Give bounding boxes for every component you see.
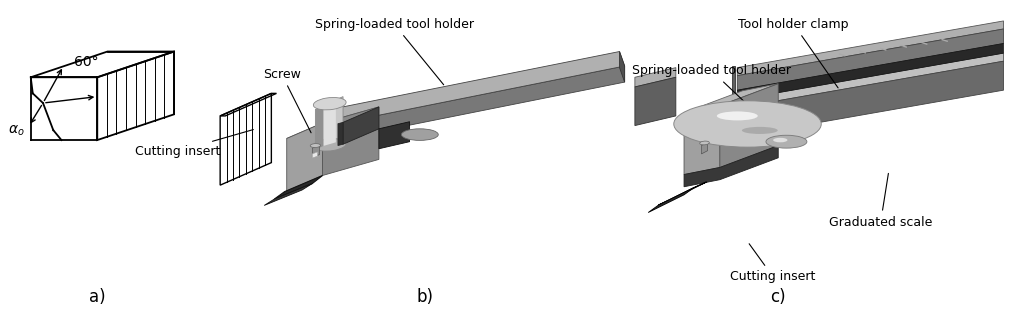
Polygon shape	[312, 152, 317, 158]
Polygon shape	[737, 43, 1004, 100]
Polygon shape	[379, 122, 410, 149]
Text: Cutting insert: Cutting insert	[730, 244, 816, 283]
Text: Spring-loaded tool holder: Spring-loaded tool holder	[314, 18, 474, 85]
Text: c): c)	[770, 288, 786, 306]
Polygon shape	[737, 53, 1004, 108]
Polygon shape	[336, 108, 343, 138]
Polygon shape	[635, 77, 676, 126]
Polygon shape	[315, 106, 324, 150]
Text: b): b)	[417, 288, 433, 306]
Polygon shape	[737, 21, 1004, 76]
Polygon shape	[274, 175, 323, 199]
Polygon shape	[312, 145, 319, 158]
Polygon shape	[620, 52, 625, 82]
Circle shape	[766, 135, 807, 148]
Polygon shape	[315, 97, 343, 150]
Polygon shape	[684, 106, 720, 175]
Ellipse shape	[310, 144, 321, 147]
Polygon shape	[343, 107, 379, 144]
Polygon shape	[737, 29, 1004, 90]
Polygon shape	[658, 182, 707, 205]
Polygon shape	[324, 101, 336, 146]
Ellipse shape	[313, 98, 346, 110]
Text: $\alpha_o$: $\alpha_o$	[8, 123, 25, 137]
Polygon shape	[635, 68, 676, 87]
Text: Cutting insert: Cutting insert	[135, 129, 253, 158]
Polygon shape	[343, 66, 625, 138]
Polygon shape	[701, 142, 708, 154]
Circle shape	[773, 138, 787, 142]
Polygon shape	[684, 84, 778, 113]
Text: Tool holder clamp: Tool holder clamp	[738, 18, 849, 88]
Ellipse shape	[699, 141, 710, 145]
Polygon shape	[338, 122, 343, 146]
Polygon shape	[338, 52, 625, 122]
Ellipse shape	[741, 127, 778, 134]
Text: Spring-loaded tool holder: Spring-loaded tool holder	[632, 64, 792, 117]
Text: a): a)	[89, 288, 105, 306]
Polygon shape	[323, 107, 379, 175]
Text: 60°: 60°	[74, 55, 98, 69]
Polygon shape	[287, 107, 379, 138]
Polygon shape	[287, 123, 323, 191]
Polygon shape	[720, 84, 778, 167]
Ellipse shape	[717, 111, 758, 120]
Polygon shape	[737, 61, 1004, 137]
Text: Graduated scale: Graduated scale	[829, 174, 932, 229]
Polygon shape	[684, 146, 778, 187]
Circle shape	[401, 129, 438, 140]
Polygon shape	[264, 184, 312, 205]
Text: Screw: Screw	[263, 68, 311, 133]
Polygon shape	[648, 187, 694, 213]
Ellipse shape	[313, 139, 346, 151]
Polygon shape	[732, 66, 735, 137]
Circle shape	[674, 101, 821, 147]
